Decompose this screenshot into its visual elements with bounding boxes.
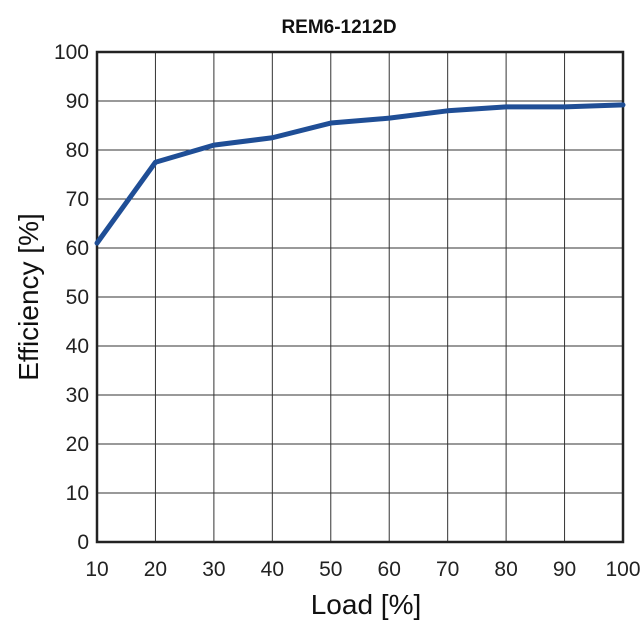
x-tick-label: 20 <box>144 558 167 581</box>
y-tick-labels: 0 10 20 30 40 50 60 70 80 90 100 <box>54 41 89 554</box>
y-tick-label: 80 <box>66 139 89 162</box>
x-tick-label: 40 <box>261 558 284 581</box>
y-tick-label: 0 <box>77 531 89 554</box>
y-tick-label: 100 <box>54 41 89 64</box>
x-axis-title: Load [%] <box>311 589 422 620</box>
y-tick-label: 10 <box>66 482 89 505</box>
x-tick-labels: 10 20 30 40 50 60 70 80 90 100 <box>85 558 640 581</box>
y-tick-label: 70 <box>66 188 89 211</box>
y-tick-label: 50 <box>66 286 89 309</box>
x-tick-label: 10 <box>85 558 108 581</box>
x-tick-label: 80 <box>494 558 517 581</box>
x-tick-label: 30 <box>202 558 225 581</box>
y-tick-label: 60 <box>66 237 89 260</box>
series-line-0 <box>94 102 626 246</box>
x-tick-label: 70 <box>436 558 459 581</box>
y-tick-label: 20 <box>66 433 89 456</box>
grid <box>96 51 624 543</box>
plot-frame <box>95 50 625 544</box>
x-tick-label: 100 <box>605 558 640 581</box>
y-tick-label: 40 <box>66 335 89 358</box>
y-tick-label: 30 <box>66 384 89 407</box>
x-tick-label: 60 <box>378 558 401 581</box>
y-axis-title: Efficiency [%] <box>13 213 44 381</box>
chart-title: REM6-1212D <box>281 17 396 38</box>
x-tick-label: 50 <box>319 558 342 581</box>
x-tick-label: 90 <box>553 558 576 581</box>
y-tick-label: 90 <box>66 90 89 113</box>
series-layer <box>94 102 626 246</box>
